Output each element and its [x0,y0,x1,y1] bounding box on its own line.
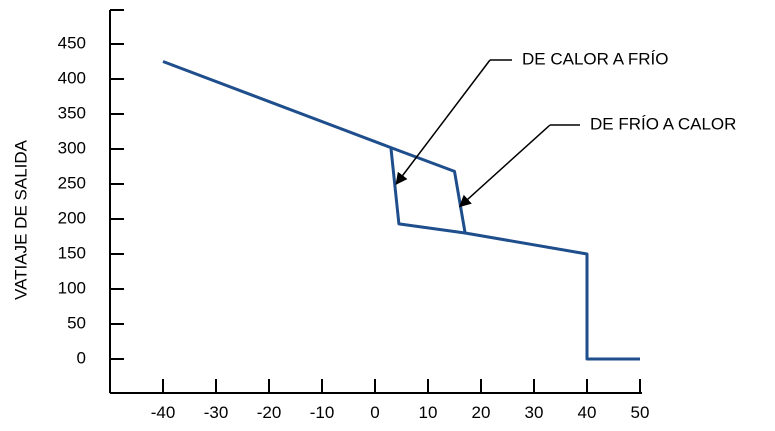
x-tick-label: 50 [631,403,650,422]
x-tick-label: 20 [472,403,491,422]
x-tick-label: -20 [257,403,282,422]
series-line-2 [389,147,466,235]
y-tick-label: 50 [67,313,86,332]
annotation-label-2: DE FRÍO A CALOR [590,114,736,133]
x-tick-label: -10 [310,403,335,422]
y-tick-label: 250 [58,173,86,192]
annotation-arrow-1 [395,59,491,185]
x-tick-label: -40 [151,403,176,422]
x-tick-label: 0 [370,403,379,422]
y-tick-label: 300 [58,138,86,157]
x-tick-label: -30 [204,403,229,422]
y-tick-label: 100 [58,278,86,297]
y-tick-label: 150 [58,243,86,262]
annotation-label-1: DE CALOR A FRÍO [522,49,668,68]
x-tick-label: 10 [419,403,438,422]
x-tick-label: 30 [525,403,544,422]
y-tick-label: 450 [58,33,86,52]
x-tick-label: 40 [578,403,597,422]
y-axis-title: VATIAJE DE SALIDA [11,139,30,300]
series-line-1 [162,60,640,361]
annotation-arrow-2 [458,124,551,208]
y-tick-label: 350 [58,103,86,122]
y-tick-label: 200 [58,208,86,227]
y-tick-label: 0 [77,348,86,367]
y-tick-label: 400 [58,68,86,87]
